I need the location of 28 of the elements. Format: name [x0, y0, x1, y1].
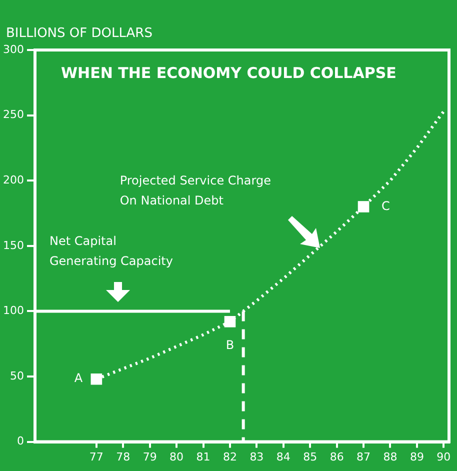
y-tick-label: 0: [16, 434, 24, 448]
y-tick-label: 200: [2, 173, 24, 186]
x-tick-label: 85: [303, 450, 318, 464]
y-tick-label: 250: [2, 108, 24, 122]
x-tick-label: 80: [170, 450, 184, 464]
x-tick-label: 81: [196, 450, 210, 464]
x-tick-label: 77: [89, 450, 104, 464]
y-tick-label: 150: [2, 238, 24, 252]
y-tick-label: 100: [2, 304, 24, 318]
annotation: Projected Service Charge On National Debt: [120, 173, 271, 208]
x-tick-label: 90: [436, 450, 451, 464]
x-tick-label: 86: [330, 450, 344, 464]
y-tick-label: 50: [10, 369, 24, 382]
x-tick-label: 87: [356, 450, 371, 464]
x-tick-label: 78: [116, 450, 130, 464]
x-tick-label: 89: [410, 450, 424, 464]
x-tick-label: 82: [222, 450, 237, 464]
y-tick-label: 300: [2, 42, 24, 56]
annotation: A: [74, 371, 84, 386]
x-tick-label: 83: [250, 450, 264, 464]
text: WHEN THE ECONOMY COULD COLLAPSE: [60, 64, 396, 82]
x-tick-label: 79: [142, 450, 157, 464]
annotation: Net Capital Generating Capacity: [49, 234, 173, 268]
annotation: B: [226, 338, 234, 352]
y-axis-title: BILLIONS OF DOLLARS: [6, 26, 152, 41]
annotation: C: [382, 198, 390, 213]
x-tick-label: 88: [383, 450, 398, 464]
x-tick-label: 84: [276, 450, 290, 464]
